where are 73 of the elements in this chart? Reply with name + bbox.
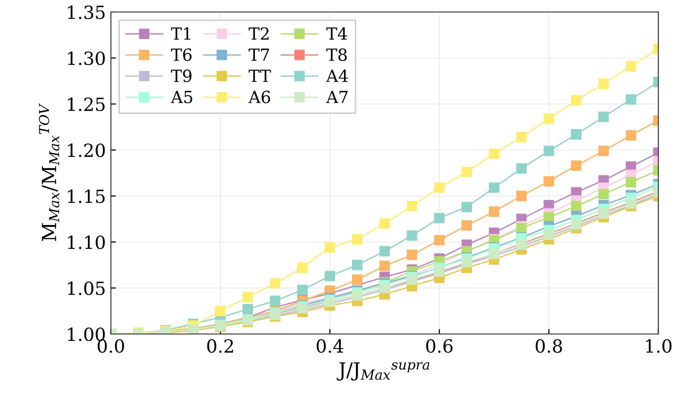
point [352, 274, 362, 285]
x-tick-label: 0.4 [316, 339, 344, 353]
legend-label: T1 [171, 27, 190, 40]
point [516, 132, 527, 142]
point [379, 260, 390, 272]
point [270, 296, 280, 306]
point [352, 260, 362, 270]
point [324, 270, 336, 282]
point [406, 250, 418, 260]
point [571, 129, 582, 140]
point [297, 262, 308, 273]
y-tick-label: 1.20 [68, 143, 105, 158]
point [462, 220, 472, 231]
y-tick-label: 1.15 [68, 189, 105, 204]
legend-label: A7 [326, 90, 348, 104]
point [462, 166, 472, 178]
point [215, 306, 226, 316]
point [626, 130, 636, 140]
x-tick-label: 0.6 [426, 339, 453, 353]
x-tick-label: 0.8 [536, 339, 562, 353]
point [598, 188, 609, 200]
point [626, 94, 636, 105]
legend-label: A6 [248, 90, 270, 104]
y-tick-label: 1.30 [68, 51, 105, 66]
legend-label: T9 [171, 70, 192, 82]
point [516, 163, 527, 174]
point [406, 200, 418, 212]
y-tick-label: 1.35 [68, 5, 105, 20]
point [516, 190, 527, 202]
point [352, 234, 362, 244]
x-axis-title: J/J$_{Max}$$^{supra}$ [336, 362, 430, 381]
point [434, 182, 445, 193]
point [270, 278, 280, 289]
point [598, 78, 609, 89]
point [379, 218, 390, 229]
point [571, 200, 582, 212]
point [544, 146, 554, 156]
legend-label: T8 [326, 48, 347, 62]
y-tick-label: 1.05 [68, 281, 105, 296]
point [297, 284, 308, 296]
y-tick-label: 1.25 [68, 97, 105, 112]
y-axis-title: M$_{Max}$/M$_{Max}$$^{TOV}$ [38, 103, 60, 242]
legend-label: TT [248, 70, 271, 82]
x-tick-label: 0.0 [98, 339, 124, 353]
legend-label: T6 [171, 48, 192, 62]
legend-label: A5 [170, 90, 192, 104]
point [462, 202, 472, 212]
point [379, 246, 390, 256]
point [488, 182, 500, 193]
point [242, 304, 253, 314]
x-tick-label: 0.2 [207, 339, 233, 353]
point [626, 176, 636, 188]
y-tick-label: 1.10 [68, 235, 105, 250]
point [488, 206, 500, 217]
point [406, 230, 418, 241]
point [571, 95, 582, 106]
point [434, 212, 445, 224]
point [544, 176, 554, 186]
point [544, 114, 554, 124]
legend-label: A4 [326, 70, 348, 82]
point [434, 234, 445, 246]
y-tick-label: 1.00 [68, 327, 105, 342]
legend-label: T2 [248, 27, 269, 40]
point [626, 61, 636, 72]
x-tick-label: 1.0 [646, 339, 672, 353]
legend-label: T4 [326, 27, 348, 40]
point [598, 112, 609, 122]
point [571, 160, 582, 171]
point [242, 292, 253, 302]
point [324, 242, 336, 253]
legend-label: T7 [248, 48, 270, 61]
point [488, 148, 500, 159]
point [598, 146, 609, 156]
